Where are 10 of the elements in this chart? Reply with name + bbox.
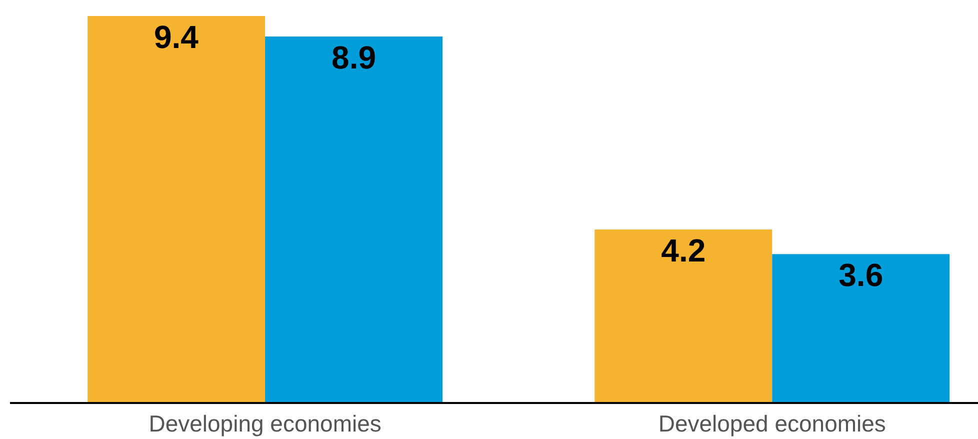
x-tick-label: Developing economies	[148, 410, 382, 437]
bar	[265, 36, 443, 402]
data-label: 3.6	[838, 257, 884, 294]
bar	[772, 254, 950, 402]
bar	[594, 230, 772, 402]
bar	[88, 16, 266, 402]
x-tick-label: Developed economies	[658, 410, 886, 437]
data-label: 4.2	[661, 232, 706, 269]
data-label: 9.4	[154, 19, 199, 55]
data-label: 8.9	[332, 40, 376, 76]
